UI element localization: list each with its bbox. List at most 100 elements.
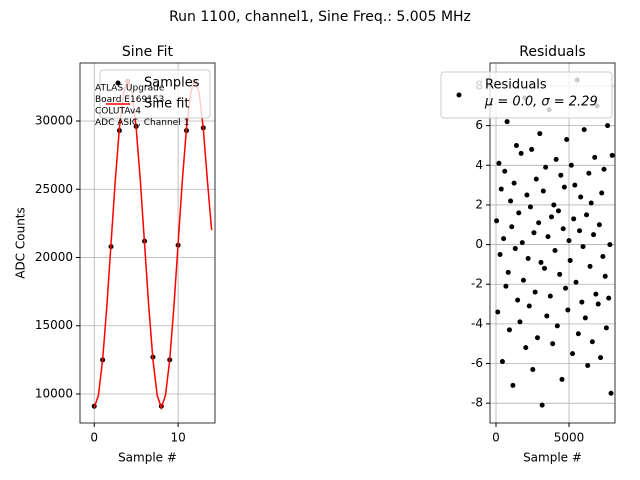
- point: [608, 390, 614, 396]
- point: [532, 289, 538, 295]
- point: [599, 190, 605, 196]
- y-tick-label: 0: [475, 237, 483, 251]
- point: [545, 234, 551, 240]
- point: [537, 131, 543, 137]
- x-axis-label: Sample #: [523, 451, 582, 465]
- y-tick-label: 2: [475, 197, 483, 211]
- point: [513, 142, 519, 148]
- annotation: COLUTAv4: [95, 107, 141, 117]
- point: [600, 253, 606, 259]
- point: [498, 186, 504, 192]
- point: [566, 238, 572, 244]
- point: [502, 168, 508, 174]
- point: [525, 255, 531, 261]
- point: [609, 152, 615, 158]
- point: [570, 351, 576, 357]
- point: [531, 230, 537, 236]
- point: [602, 273, 608, 279]
- legend-box: [99, 69, 211, 119]
- y-tick-label: 20000: [35, 250, 73, 264]
- y-tick-label: 4: [475, 158, 483, 172]
- y-tick-label: -6: [471, 356, 483, 370]
- point: [508, 198, 514, 204]
- point: [495, 309, 501, 315]
- legend-label: Residuals: [485, 78, 547, 93]
- point: [526, 303, 532, 309]
- point: [593, 291, 599, 297]
- axes-frame: [79, 62, 216, 424]
- point: [520, 277, 526, 283]
- point: [494, 218, 500, 224]
- point: [601, 166, 607, 172]
- point: [564, 137, 570, 143]
- point: [607, 242, 613, 248]
- point: [557, 271, 563, 277]
- y-tick-label: 25000: [35, 182, 73, 196]
- point: [504, 119, 510, 125]
- point: [591, 232, 597, 238]
- axis-title: Sine Fit: [122, 44, 174, 60]
- y-tick-label: 6: [475, 118, 483, 132]
- point: [554, 323, 560, 329]
- plot-area: [494, 77, 615, 408]
- point: [527, 204, 533, 210]
- point: [585, 363, 591, 369]
- point: [592, 154, 598, 160]
- point: [551, 202, 557, 208]
- annotation: ATLAS Upgrade: [95, 84, 165, 94]
- point: [543, 164, 549, 170]
- point: [572, 182, 578, 188]
- point: [506, 327, 512, 333]
- point: [553, 156, 559, 162]
- plot-area: [91, 77, 213, 410]
- point: [563, 285, 569, 291]
- y-tick-label: -8: [471, 396, 483, 410]
- y-tick-label: -2: [471, 277, 483, 291]
- point: [560, 226, 566, 232]
- y-axis-label: ADC Counts: [14, 207, 28, 279]
- point: [580, 244, 586, 250]
- point: [581, 127, 587, 133]
- point: [565, 307, 571, 313]
- point: [584, 212, 590, 218]
- point: [568, 162, 574, 168]
- point: [505, 269, 511, 275]
- y-tick-label: 30000: [35, 114, 73, 128]
- point: [516, 210, 522, 216]
- point: [567, 257, 573, 263]
- point: [515, 297, 521, 303]
- point: [571, 216, 577, 222]
- point: [501, 236, 507, 242]
- point: [596, 222, 602, 228]
- point: [588, 200, 594, 206]
- legend-label: Samples: [144, 76, 200, 91]
- point: [544, 313, 550, 319]
- point: [548, 214, 554, 220]
- point: [538, 259, 544, 265]
- point: [606, 295, 612, 301]
- point: [577, 228, 583, 234]
- y-tick-label: -4: [471, 316, 483, 330]
- point: [540, 188, 546, 194]
- point: [519, 240, 525, 246]
- point: [496, 160, 502, 166]
- point: [586, 170, 592, 176]
- point: [587, 263, 593, 269]
- point: [547, 293, 553, 299]
- point: [558, 172, 564, 178]
- point: [499, 359, 505, 365]
- point: [529, 146, 535, 152]
- legend-label: Sine fit: [144, 97, 190, 112]
- legend-note: μ = 0.0, σ = 2.29: [484, 95, 598, 110]
- fit-line: [93, 77, 213, 410]
- point: [550, 341, 556, 347]
- point: [523, 345, 529, 351]
- x-tick-label: 0: [492, 431, 500, 445]
- point: [598, 355, 604, 361]
- annotation: Board E169153: [95, 95, 164, 105]
- point: [555, 208, 561, 214]
- point: [579, 299, 585, 305]
- x-tick-label: 10: [170, 431, 185, 445]
- point: [541, 265, 547, 271]
